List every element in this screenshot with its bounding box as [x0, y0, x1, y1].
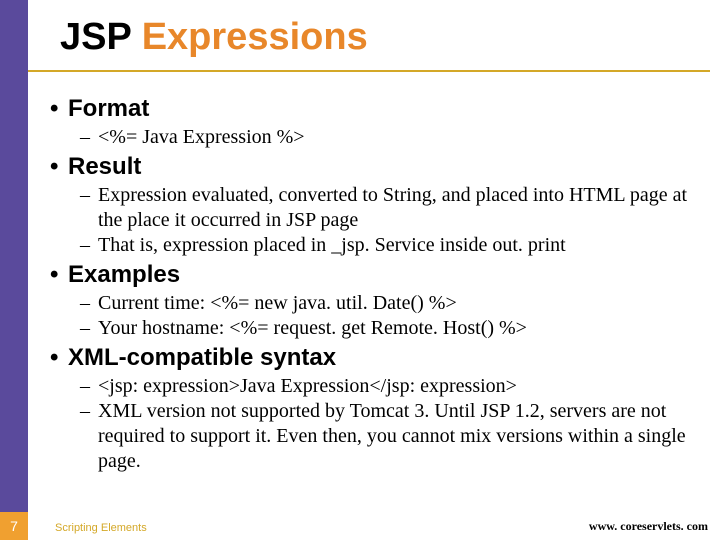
- slide-content: Format <%= Java Expression %> Result Exp…: [50, 92, 710, 474]
- sub-bullet: Expression evaluated, converted to Strin…: [98, 183, 710, 233]
- sub-bullet: Your hostname: <%= request. get Remote. …: [98, 316, 710, 341]
- sub-bullet: XML version not supported by Tomcat 3. U…: [98, 399, 710, 474]
- sub-bullet: <jsp: expression>Java Expression</jsp: e…: [98, 374, 710, 399]
- bullet-examples: Examples: [68, 261, 710, 289]
- footer-left: Scripting Elements: [55, 522, 147, 534]
- bullet-format: Format: [68, 95, 710, 123]
- bullet-result: Result: [68, 153, 710, 181]
- sub-bullet: Current time: <%= new java. util. Date()…: [98, 291, 710, 316]
- title-part-1: JSP: [60, 16, 142, 58]
- sidebar-stripe: [0, 0, 28, 540]
- divider-line: [28, 70, 710, 72]
- bullet-xml: XML-compatible syntax: [68, 344, 710, 372]
- title-part-2: Expressions: [142, 16, 368, 58]
- page-number: 7: [10, 518, 18, 534]
- page-number-box: 7: [0, 512, 28, 540]
- sub-bullet: That is, expression placed in _jsp. Serv…: [98, 233, 710, 258]
- footer-right: www. coreservlets. com: [589, 519, 708, 534]
- slide-title: JSP Expressions: [60, 16, 368, 59]
- sub-bullet: <%= Java Expression %>: [98, 125, 710, 150]
